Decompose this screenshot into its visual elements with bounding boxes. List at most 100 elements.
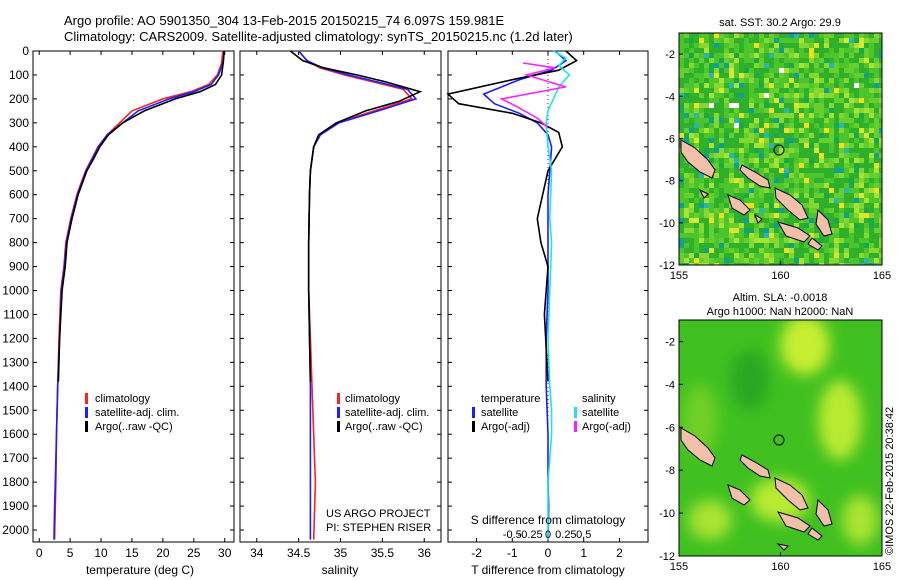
sst-cell [819,48,824,53]
sst-cell [684,103,689,108]
sst-cell [819,253,824,258]
sst-cell [829,48,834,53]
legend-swatch-t-satellite [472,407,475,418]
sst-cell [749,108,754,113]
sst-cell [824,253,829,258]
sst-cell [749,183,754,188]
sst-cell [679,233,684,238]
sst-cell [824,183,829,188]
sst-cell [759,38,764,43]
sst-cell [864,88,869,93]
sst-cell [709,83,714,88]
sst-cell [854,258,859,263]
sst-cell [714,63,719,68]
sst-cell [704,103,709,108]
sst-cell [764,93,769,98]
sst-cell [789,33,794,38]
sst-cell [774,243,779,248]
sst-cell [744,98,749,103]
sst-cell [734,213,739,218]
sst-cell [829,173,834,178]
sst-cell [684,68,689,73]
map-y-tick-label: -8 [665,465,675,477]
sst-cell [829,203,834,208]
sst-cell [704,223,709,228]
sst-cell [859,103,864,108]
sst-cell [739,263,744,265]
sst-cell [764,193,769,198]
sst-cell [759,133,764,138]
legend-label-t-satellite: satellite [481,407,518,419]
sst-cell [714,263,719,265]
sst-cell [679,188,684,193]
sst-cell [684,218,689,223]
sst-cell [679,68,684,73]
sst-cell [819,208,824,213]
sst-cell [809,53,814,58]
sst-cell [864,148,869,153]
sst-cell [799,183,804,188]
sst-cell [809,163,814,168]
island-small2-sst [754,213,763,224]
sst-cell [689,108,694,113]
sst-cell [759,98,764,103]
sst-cell [874,213,879,218]
sst-cell [759,198,764,203]
sst-cell [709,193,714,198]
sst-cell [729,143,734,148]
sst-cell [684,258,689,263]
sst-cell [879,48,882,53]
sst-cell [684,238,689,243]
legend-swatch-satellite [85,407,88,418]
sst-cell [769,253,774,258]
sst-cell [854,103,859,108]
sst-cell [749,118,754,123]
sst-cell [879,193,882,198]
sst-cell [729,213,734,218]
sst-cell [699,148,704,153]
sst-cell [799,83,804,88]
sst-cell [804,183,809,188]
sst-cell [779,153,784,158]
sst-cell [759,238,764,243]
sst-cell [869,78,874,83]
sst-cell [784,163,789,168]
sst-cell [829,248,834,253]
sst-cell [709,153,714,158]
sst-cell [684,193,689,198]
sst-cell [739,173,744,178]
sst-cell [744,63,749,68]
sst-cell [799,53,804,58]
sst-cell [789,158,794,163]
sst-cell [819,198,824,203]
sst-cell [719,103,724,108]
sst-cell [824,123,829,128]
sst-cell [784,48,789,53]
sst-cell [689,258,694,263]
sst-cell [824,203,829,208]
sst-cell [854,203,859,208]
sst-cell [869,73,874,78]
sst-cell [729,258,734,263]
sst-cell [874,123,879,128]
sst-cell [854,143,859,148]
sst-cell [704,183,709,188]
sst-cell [874,153,879,158]
sst-cell [719,163,724,168]
sst-cell [734,113,739,118]
sst-cell [709,133,714,138]
sst-cell [764,188,769,193]
sst-cell [739,253,744,258]
sst-cell [709,263,714,265]
sst-cell [779,93,784,98]
sst-cell [684,113,689,118]
sst-cell [699,248,704,253]
sst-cell [879,258,882,263]
sst-cell [809,178,814,183]
sst-cell [859,138,864,143]
sst-cell [859,223,864,228]
sst-cell [784,133,789,138]
sst-cell [779,88,784,93]
sst-cell [809,78,814,83]
sst-cell [874,203,879,208]
